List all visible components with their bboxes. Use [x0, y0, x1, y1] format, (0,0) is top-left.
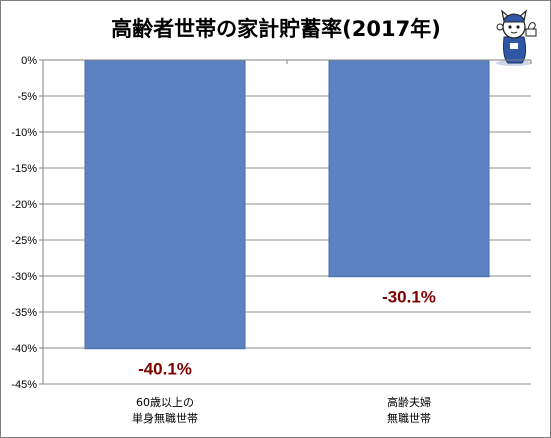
y-tick-label: -20%	[11, 199, 37, 211]
y-tick-label: -5%	[17, 91, 37, 103]
data-labels: -40.1% -30.1%	[138, 288, 436, 379]
data-label: -30.1%	[382, 288, 436, 307]
data-label: -40.1%	[138, 360, 192, 379]
x-tick-label: 単身無職世帯	[132, 411, 198, 425]
y-tick-label: 0%	[21, 55, 37, 67]
x-tick-label: 高齢夫婦	[387, 395, 431, 409]
axes	[39, 59, 532, 385]
chart-title: 高齢者世帯の家計貯蓄率(2017年)	[111, 17, 441, 41]
y-tick-label: -35%	[11, 307, 37, 319]
bar	[84, 59, 246, 350]
y-tick-label: -30%	[11, 271, 37, 283]
y-tick-label: -40%	[11, 343, 37, 355]
bar	[328, 59, 490, 278]
x-tick-label: 60歳以上の	[136, 396, 194, 409]
cat-mascot-icon	[496, 9, 537, 66]
y-tick-label: -25%	[11, 235, 37, 247]
y-tick-label: -10%	[11, 127, 37, 139]
y-tick-label: -45%	[11, 379, 37, 391]
y-tick-label: -15%	[11, 163, 37, 175]
x-tick-label: 無職世帯	[387, 411, 431, 425]
y-tick-labels: 0% -5% -10% -15% -20% -25% -30% -35% -40% -45%	[11, 55, 37, 391]
